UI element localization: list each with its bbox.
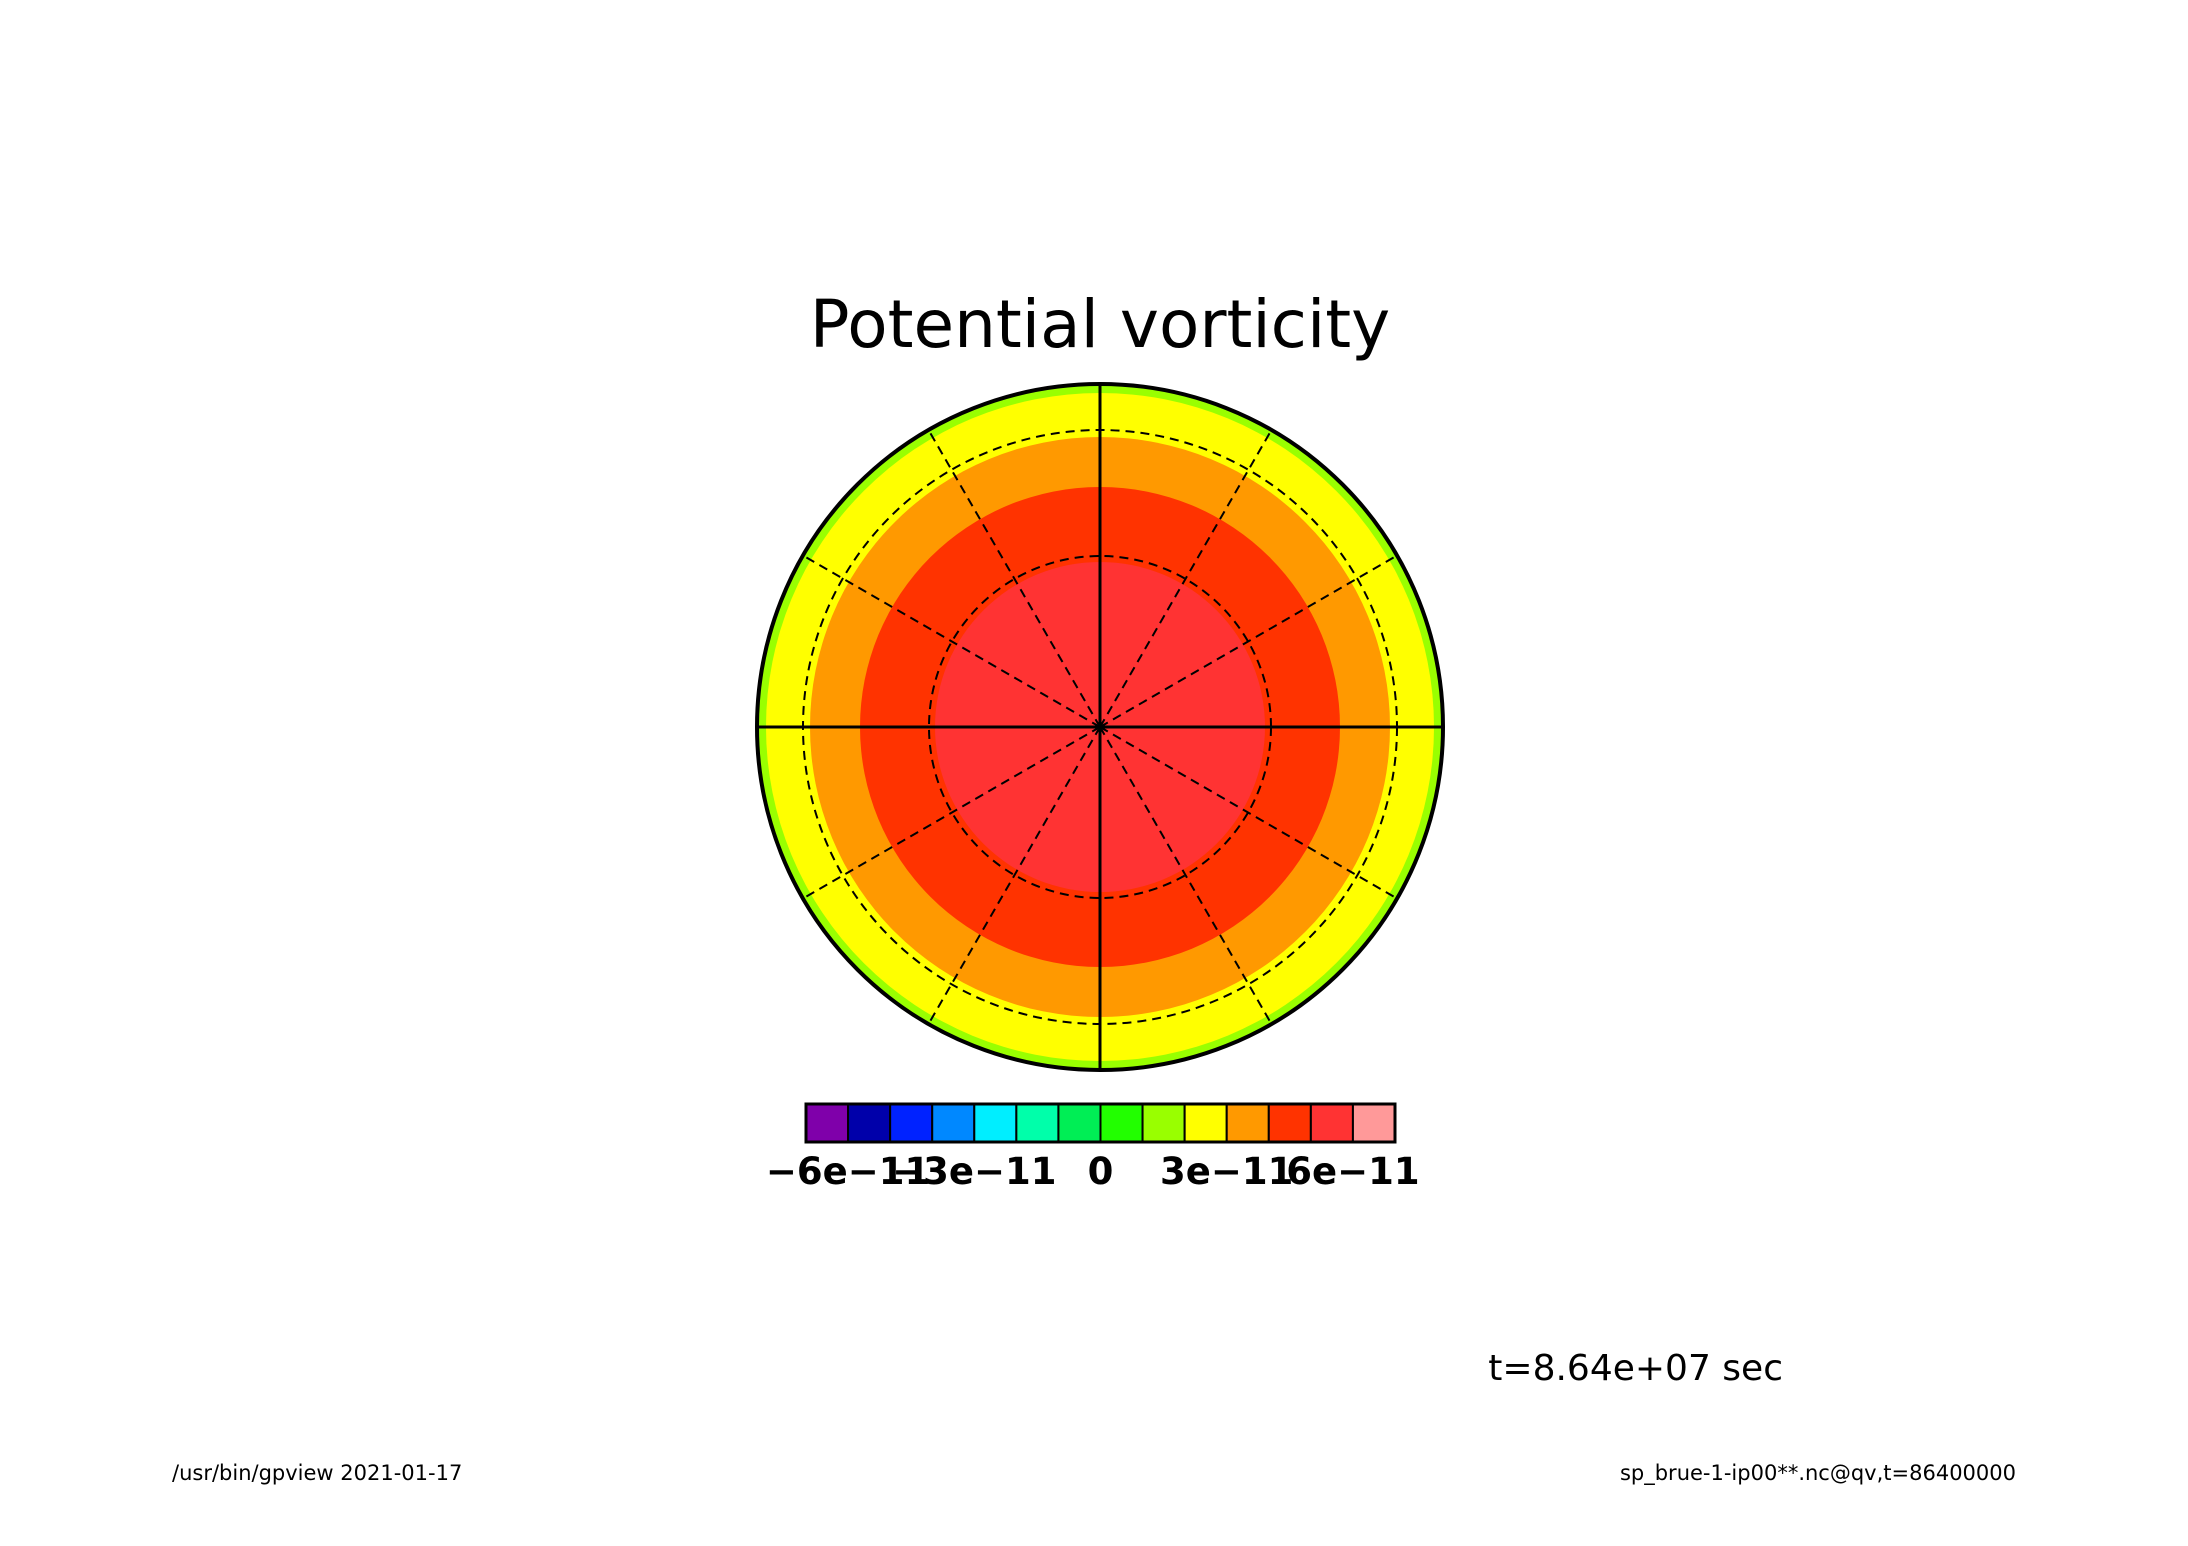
polar-field-plot — [755, 382, 1445, 1072]
meridian-gridline-30 — [1099, 554, 1398, 728]
colorbar-swatch-6 — [1015, 1103, 1060, 1143]
meridian-gridline-240 — [927, 726, 1101, 1025]
colorbar-swatch-12 — [1267, 1103, 1312, 1143]
colorbar-frame — [804, 1102, 1397, 1144]
meridian-gridline-330 — [1099, 726, 1398, 900]
colorbar-swatch-1 — [805, 1103, 850, 1143]
colorbar-swatch-9 — [1141, 1103, 1186, 1143]
colorbar-swatch-3 — [889, 1103, 934, 1143]
colorbar-tick-label-4: 3e−11 — [1160, 1150, 1293, 1193]
colorbar-swatch-5 — [973, 1103, 1018, 1143]
colorbar-swatch-11 — [1225, 1103, 1270, 1143]
colorbar-swatch-7 — [1057, 1103, 1102, 1143]
meridian-gridline-150 — [802, 554, 1101, 728]
colorbar-swatch-14 — [1351, 1103, 1397, 1143]
time-label: t=8.64e+07 sec — [1488, 1348, 1783, 1389]
colorbar-tick-label-2: −3e−11 — [892, 1150, 1056, 1193]
colorbar-tick-label-3: 0 — [1088, 1150, 1114, 1193]
footer-source-file: sp_brue-1-ip00**.nc@qv,t=86400000 — [1620, 1461, 2016, 1486]
meridian-gridline-210 — [802, 726, 1101, 900]
colorbar-swatch-13 — [1309, 1103, 1354, 1143]
meridian-gridline-300 — [1099, 726, 1273, 1025]
colorbar-swatch-8 — [1099, 1103, 1144, 1143]
plot-boundary-circle — [755, 382, 1445, 1072]
meridian-gridline-120 — [927, 429, 1101, 728]
colorbar-swatch-10 — [1183, 1103, 1228, 1143]
colorbar-swatch-4 — [931, 1103, 976, 1143]
colorbar-swatch-2 — [847, 1103, 892, 1143]
colorbar-tick-label-1: −6e−11 — [766, 1150, 930, 1193]
footer-program-date: /usr/bin/gpview 2021-01-17 — [172, 1461, 462, 1485]
meridian-gridline-60 — [1099, 429, 1273, 728]
colorbar-tick-label-5: 6e−11 — [1286, 1150, 1419, 1193]
chart-title: Potential vorticity — [810, 286, 1390, 363]
